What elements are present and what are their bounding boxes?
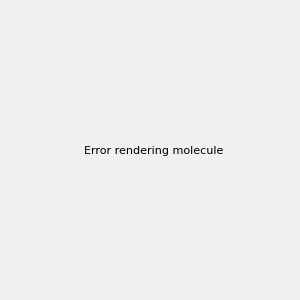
Text: Error rendering molecule: Error rendering molecule bbox=[84, 146, 224, 157]
